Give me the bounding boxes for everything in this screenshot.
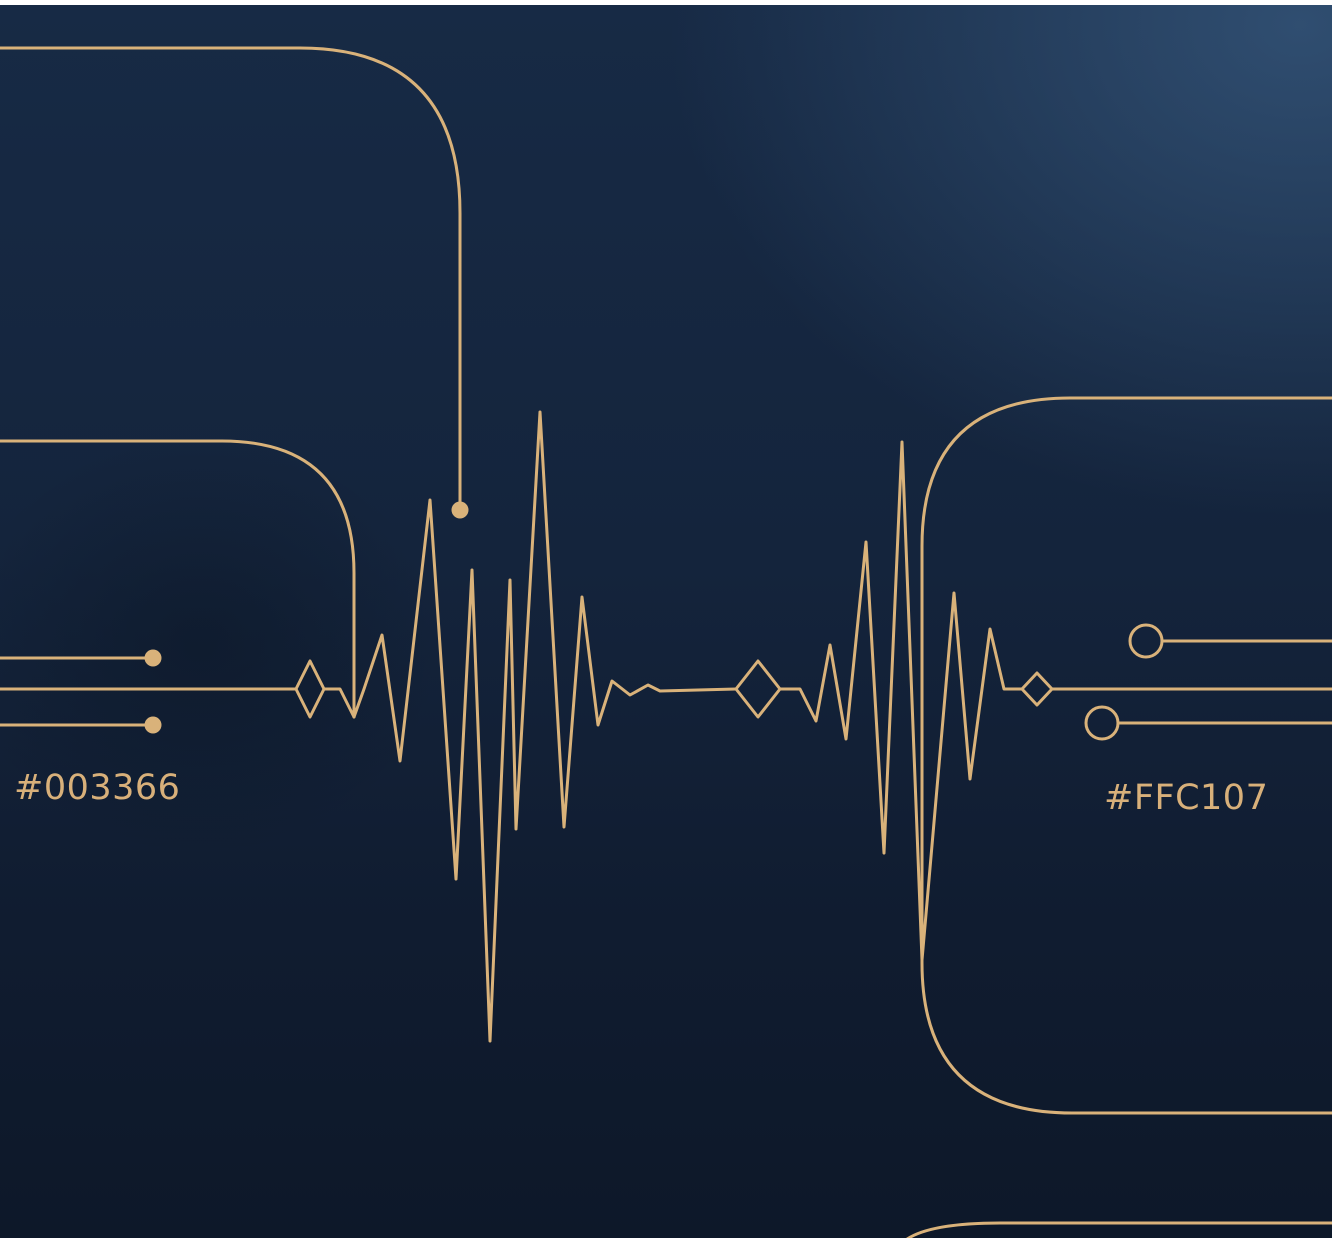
artwork-canvas: #003366 #FFC107	[0, 5, 1332, 1238]
heartbeat-waveform-right	[778, 440, 1024, 962]
swatch-code-right: #FFC107	[1104, 778, 1269, 818]
dot-terminal-top-icon	[451, 501, 469, 519]
right-diamond-node	[1020, 671, 1054, 707]
left-panel-shadow	[0, 435, 440, 855]
mid-left-trace	[0, 439, 356, 719]
ring-terminal-lower-icon	[1084, 705, 1120, 741]
dot-terminal-left-lower-icon	[144, 716, 162, 734]
bottom-right-trace	[906, 1221, 1332, 1238]
circuit-pulse-artwork	[0, 46, 1332, 1238]
swatch-code-left: #003366	[14, 768, 181, 808]
ring-terminal-upper-icon	[1128, 623, 1164, 659]
heartbeat-waveform-left	[0, 410, 738, 1043]
dot-terminal-left-upper-icon	[144, 649, 162, 667]
right-frame-lower-trace	[920, 961, 1332, 1115]
center-diamond-node	[734, 659, 782, 719]
right-frame-upper-trace	[920, 396, 1332, 965]
top-left-trace	[0, 46, 462, 507]
